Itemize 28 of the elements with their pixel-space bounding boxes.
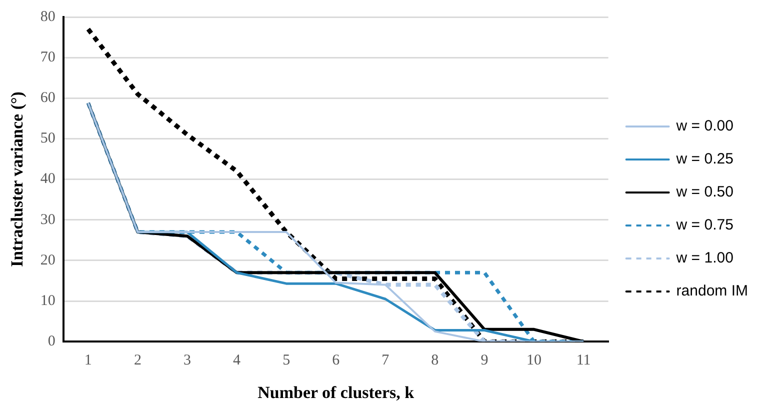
y-tick-label: 30 <box>40 212 56 228</box>
x-tick-label: 11 <box>576 352 591 369</box>
y-tick-label: 60 <box>40 90 56 106</box>
x-tick-label: 10 <box>526 352 542 369</box>
x-tick-label: 5 <box>282 352 290 369</box>
legend-label: random IM <box>676 282 748 300</box>
y-tick-label: 80 <box>40 8 56 25</box>
y-tick-label: 10 <box>40 292 56 309</box>
y-axis-title: Intracluster variance (°) <box>8 92 27 268</box>
x-tick-label: 7 <box>382 352 390 369</box>
x-tick-label: 4 <box>233 352 242 369</box>
x-axis-title: Number of clusters, k <box>258 383 415 402</box>
legend-label: w = 0.50 <box>675 184 734 201</box>
y-tick-label: 50 <box>40 130 56 147</box>
x-tick-label: 8 <box>431 352 439 369</box>
y-tick-label: 40 <box>40 171 56 188</box>
x-tick-label: 1 <box>84 352 92 369</box>
legend-label: w = 0.75 <box>675 216 734 234</box>
legend-label: w = 1.00 <box>675 250 734 267</box>
x-tick-label: 3 <box>183 352 191 369</box>
x-tick-label: 2 <box>134 352 142 369</box>
y-tick-label: 20 <box>40 252 56 268</box>
x-tick-label: 9 <box>480 352 488 369</box>
legend-label: w = 0.00 <box>675 118 734 135</box>
legend-label: w = 0.25 <box>675 150 734 168</box>
x-tick-label: 6 <box>332 352 340 369</box>
y-tick-label: 0 <box>48 334 56 350</box>
y-tick-label: 70 <box>40 50 56 66</box>
